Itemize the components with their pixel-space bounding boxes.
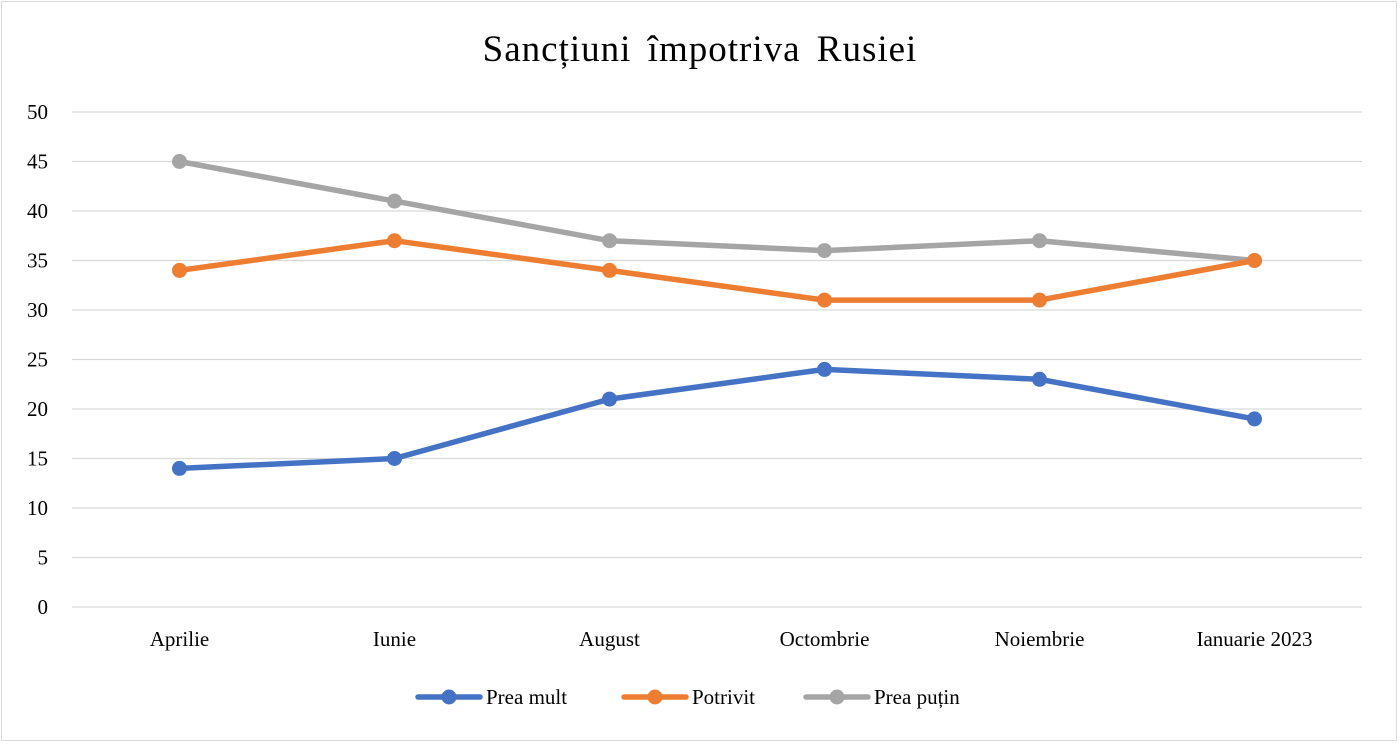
x-tick-label: Iunie: [373, 627, 416, 651]
gridlines: [72, 111, 1362, 608]
data-point: [602, 262, 617, 278]
x-tick-label: Octombrie: [780, 627, 870, 651]
y-tick-label: 35: [27, 249, 48, 273]
chart-title: Sancțiuni împotriva Rusiei: [482, 29, 918, 70]
series-line: [176, 158, 1258, 264]
y-tick-label: 25: [27, 348, 48, 372]
series-line: [176, 366, 1258, 472]
legend: Prea mult Potrivit Prea puțin: [415, 685, 960, 709]
x-tick-label: Aprilie: [150, 627, 209, 651]
data-point: [387, 451, 402, 466]
data-point: [1032, 371, 1047, 387]
x-tick-label: Ianuarie 2023: [1196, 627, 1312, 651]
legend-item-3: Prea puțin: [803, 685, 960, 709]
legend-label: Prea mult: [486, 685, 567, 709]
data-point: [817, 361, 832, 377]
y-tick-label: 10: [27, 496, 48, 520]
data-point: [602, 391, 617, 407]
legend-item-2: Potrivit: [621, 685, 755, 709]
series-line: [176, 237, 1258, 303]
y-tick-label: 30: [27, 298, 48, 322]
legend-dot-marker: [441, 689, 457, 705]
data-point: [172, 460, 187, 476]
data-point: [1247, 253, 1262, 268]
y-tick-label: 5: [38, 546, 49, 570]
x-tick-label: Noiembrie: [995, 627, 1085, 651]
data-point: [1032, 292, 1047, 308]
data-point: [602, 233, 617, 249]
legend-dot-marker: [829, 689, 845, 705]
series-1: [172, 361, 1262, 476]
series-2: [172, 233, 1262, 308]
x-axis-tick-labels: Aprilie Iunie August Octombrie Noiembrie Ianu…: [150, 627, 1313, 651]
data-point: [1032, 233, 1047, 249]
legend-item-1: Prea mult: [415, 685, 567, 709]
data-point: [1247, 411, 1262, 427]
legend-dot-marker: [647, 689, 663, 705]
data-point: [172, 262, 187, 278]
data-point: [817, 292, 832, 308]
data-point: [387, 233, 402, 249]
y-tick-label: 20: [27, 397, 48, 421]
y-tick-label: 45: [27, 150, 48, 174]
data-point: [817, 243, 832, 259]
y-axis-tick-labels: 0 5 10 15 20 25 30 35 40 45 50: [27, 100, 48, 619]
legend-label: Prea puțin: [874, 685, 960, 709]
legend-label: Potrivit: [692, 685, 755, 709]
data-point: [387, 193, 402, 209]
y-tick-label: 50: [27, 100, 48, 124]
series-lines: [172, 154, 1262, 476]
y-tick-label: 40: [27, 199, 48, 223]
data-point: [172, 154, 187, 169]
y-tick-label: 15: [27, 447, 48, 471]
y-tick-label: 0: [38, 595, 49, 619]
x-tick-label: August: [579, 627, 640, 651]
